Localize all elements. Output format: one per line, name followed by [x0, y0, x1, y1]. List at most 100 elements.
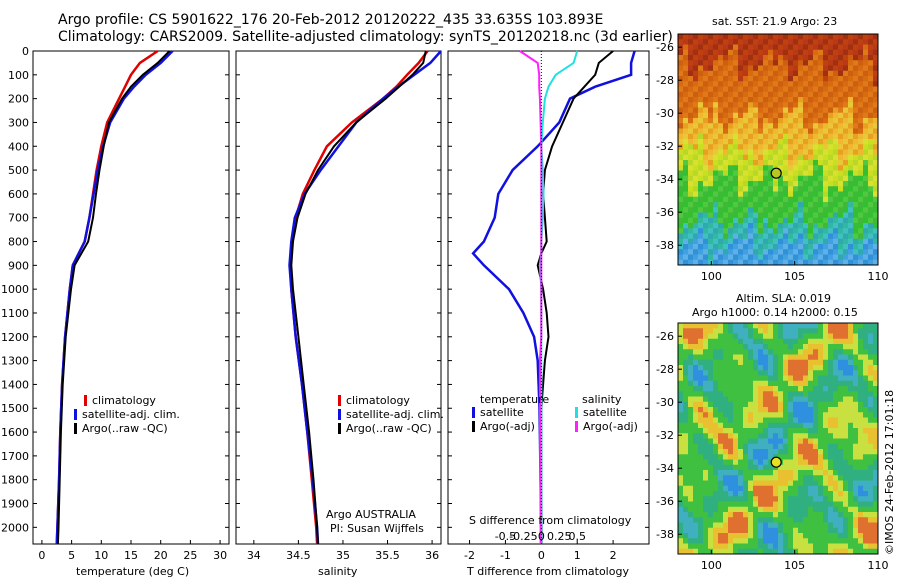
sdiff-tick-label: 0	[538, 530, 545, 543]
depth-tick-label: 0	[22, 45, 29, 58]
diff-xtick-label: -1	[500, 549, 511, 562]
sla-xtick-label: 105	[784, 559, 805, 572]
sst-xtick-label: 105	[784, 270, 805, 283]
sla-ytick-label: -34	[656, 462, 674, 475]
depth-tick-label: 1400	[1, 378, 29, 391]
temp-xtick-label: 5	[68, 549, 75, 562]
temp-xtick-label: 0	[38, 549, 45, 562]
depth-tick-label: 600	[8, 188, 29, 201]
sal-frame	[235, 50, 442, 545]
sla-ytick-label: -36	[656, 495, 674, 508]
sdiff-tick-label: -0.25	[509, 530, 537, 543]
sst-ytick-label: -28	[656, 74, 674, 87]
temp-xtick-label: 15	[124, 549, 138, 562]
legend-sal-argo-diff: Argo(-adj)	[575, 420, 638, 433]
depth-tick-label: 1300	[1, 355, 29, 368]
sst-xtick-label: 110	[868, 270, 889, 283]
sst-argo-marker	[770, 167, 782, 179]
depth-tick-label: 2000	[1, 521, 29, 534]
legend-sal-climatology: climatology	[338, 394, 410, 407]
depth-tick-label: 800	[8, 236, 29, 249]
diff-frame	[447, 50, 650, 545]
temp-xtick-label: 10	[94, 549, 108, 562]
sal-xtick-label: 34	[247, 549, 261, 562]
temp-frame	[32, 50, 230, 545]
depth-tick-label: 300	[8, 116, 29, 129]
sst-ytick-label: -36	[656, 206, 674, 219]
imos-credit: ©IMOS 24-Feb-2012 17:01:18	[883, 389, 896, 555]
sal-xlabel: salinity	[318, 565, 358, 578]
legend-temp-satellite: satellite	[472, 406, 524, 419]
sst-ytick-label: -34	[656, 173, 674, 186]
temp-xtick-label: 25	[183, 549, 197, 562]
legend-temperature-title: temperature	[480, 393, 550, 406]
sdiff-tick-label: 0.25	[547, 530, 572, 543]
temp-series-0	[55, 49, 159, 545]
diff-series-0	[471, 50, 636, 544]
sla-ytick-label: -38	[656, 528, 674, 541]
depth-tick-label: 1500	[1, 402, 29, 415]
sla-map-title-1: Altim. SLA: 0.019	[736, 292, 832, 305]
diff-series-3	[519, 50, 543, 544]
sst-xtick-label: 100	[701, 270, 722, 283]
sla-ytick-label: -30	[656, 396, 674, 409]
diff-xtick-label: 0	[538, 549, 545, 562]
depth-tick-label: 1600	[1, 426, 29, 439]
temp-series-2	[56, 50, 171, 545]
sla-argo-marker	[770, 456, 782, 468]
sst-ytick-label: -38	[656, 239, 674, 252]
diff-xtick-label: 1	[574, 549, 581, 562]
depth-tick-label: 400	[8, 140, 29, 153]
depth-tick-label: 100	[8, 69, 29, 82]
sla-ytick-label: -28	[656, 363, 674, 376]
sal-xtick-label: 36	[425, 549, 439, 562]
legend-sal-satellite: satellite-adj. clim.	[338, 408, 444, 421]
legend-satellite: satellite-adj. clim.	[74, 408, 180, 421]
legend-salinity-title: salinity	[582, 393, 622, 406]
sst-map-title: sat. SST: 21.9 Argo: 23	[712, 15, 838, 28]
temp-xtick-label: 30	[213, 549, 227, 562]
depth-tick-label: 1900	[1, 498, 29, 511]
sdiff-tick-label: 0.5	[568, 530, 586, 543]
sst-ytick-label: -30	[656, 107, 674, 120]
depth-tick-label: 900	[8, 259, 29, 272]
depth-tick-label: 1700	[1, 450, 29, 463]
sla-ytick-label: -26	[656, 330, 674, 343]
sst-map	[678, 34, 879, 266]
sla-xtick-label: 110	[868, 559, 889, 572]
sla-map	[678, 323, 879, 555]
depth-tick-label: 1800	[1, 474, 29, 487]
temp-xtick-label: 20	[154, 549, 168, 562]
legend-argo: Argo(..raw -QC)	[74, 422, 168, 435]
depth-tick-label: 500	[8, 164, 29, 177]
sal-series-2	[290, 50, 427, 545]
depth-tick-label: 1100	[1, 307, 29, 320]
diff-xtick-label: -2	[464, 549, 475, 562]
depth-tick-label: 1000	[1, 283, 29, 296]
diff-xtick-label: 2	[610, 549, 617, 562]
sal-xtick-label: 35.5	[375, 549, 400, 562]
sla-ytick-label: -32	[656, 429, 674, 442]
legend-sal-argo: Argo(..raw -QC)	[338, 422, 432, 435]
climatology-title: Climatology: CARS2009. Satellite-adjuste…	[58, 29, 673, 45]
sst-map-frame	[677, 33, 879, 266]
depth-tick-label: 700	[8, 212, 29, 225]
pi-note: PI: Susan Wijffels	[330, 522, 424, 535]
temp-xlabel: temperature (deg C)	[76, 565, 190, 578]
profile-title: Argo profile: CS 5901622_176 20-Feb-2012…	[58, 12, 604, 28]
sdiff-tick-label: -0.5	[495, 530, 516, 543]
argo-program-note: Argo AUSTRALIA	[326, 508, 416, 521]
sst-ytick-label: -26	[656, 41, 674, 54]
sal-xtick-label: 35	[336, 549, 350, 562]
diff-xlabel: T difference from climatology	[467, 565, 629, 578]
diff-series-1	[536, 50, 614, 544]
legend-climatology: climatology	[84, 394, 156, 407]
sal-xtick-label: 34.5	[286, 549, 311, 562]
legend-sal-satellite-diff: satellite	[575, 406, 627, 419]
s-diff-label: S difference from climatology	[469, 514, 632, 527]
sla-map-title-2: Argo h1000: 0.14 h2000: 0.15	[692, 306, 858, 319]
legend-temp-argo: Argo(-adj)	[472, 420, 535, 433]
depth-tick-label: 1200	[1, 331, 29, 344]
depth-tick-label: 200	[8, 93, 29, 106]
